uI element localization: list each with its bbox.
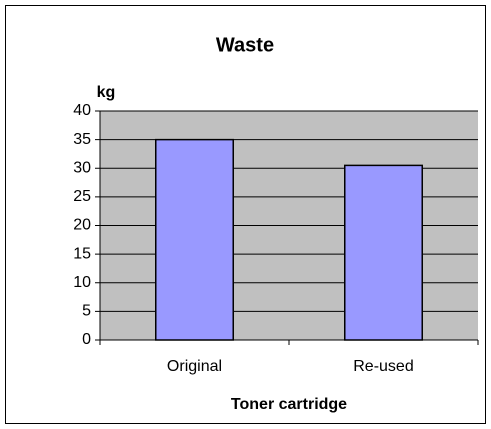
y-tick-label: 40 xyxy=(73,102,91,119)
y-tick-label: 10 xyxy=(73,274,91,291)
y-tick-label: 25 xyxy=(73,188,91,205)
x-axis-label: Toner cartridge xyxy=(231,396,347,413)
y-tick-label: 15 xyxy=(73,245,91,262)
chart-title: Waste xyxy=(216,34,274,56)
y-tick-label: 5 xyxy=(82,303,91,320)
y-tick-label: 20 xyxy=(73,217,91,234)
x-tick-label: Original xyxy=(167,358,222,375)
bar xyxy=(344,164,423,341)
x-tick-label: Re-used xyxy=(353,358,413,375)
y-tick-label: 30 xyxy=(73,159,91,176)
y-tick-label: 35 xyxy=(73,131,91,148)
y-axis-label: kg xyxy=(97,84,116,101)
bar xyxy=(155,138,234,341)
y-tick-label: 0 xyxy=(82,331,91,348)
